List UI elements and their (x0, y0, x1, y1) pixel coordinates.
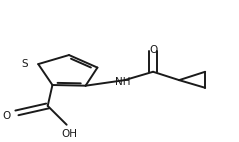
Text: OH: OH (61, 129, 77, 139)
Text: NH: NH (114, 77, 130, 87)
Text: O: O (149, 45, 157, 55)
Text: O: O (3, 111, 11, 121)
Text: S: S (21, 59, 27, 69)
